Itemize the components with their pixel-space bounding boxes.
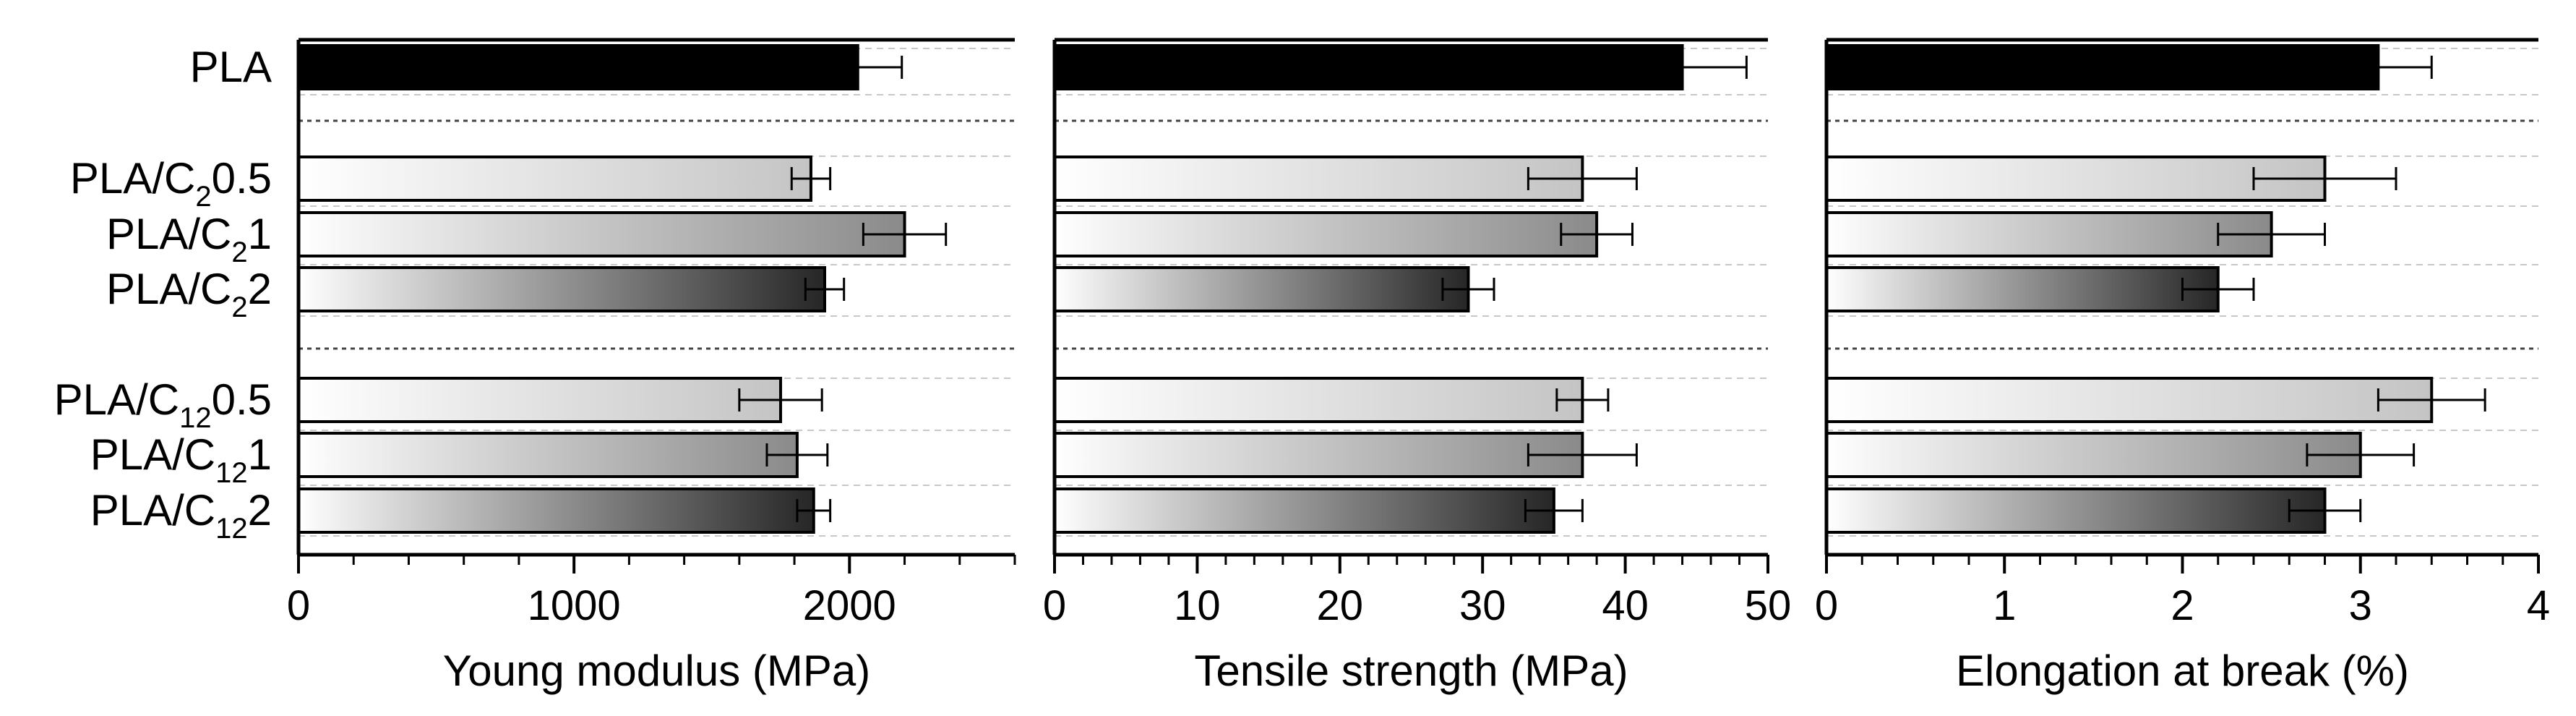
axis-title-elongation-at-break: Elongation at break (%)	[1956, 647, 2409, 695]
bar-elongation-at-break-c12-1	[1825, 432, 2362, 478]
bar-elongation-at-break-c2-2	[1825, 266, 2220, 312]
tick-label-young-modulus: 0	[287, 582, 310, 629]
bar-young-modulus-c2-05	[297, 155, 812, 202]
axes-layer	[296, 38, 2540, 574]
bar-young-modulus-c12-2	[297, 487, 815, 534]
bar-tensile-strength-c12-1	[1053, 432, 1584, 478]
bar-tensile-strength-c12-05	[1053, 377, 1584, 423]
bar-tensile-strength-c2-05	[1053, 155, 1584, 202]
group-separators	[299, 119, 2538, 350]
bar-tensile-strength-c12-2	[1053, 487, 1555, 534]
bar-young-modulus-c2-1	[297, 211, 906, 257]
category-label-c2-2: PLA/C22	[106, 265, 272, 323]
tick-label-tensile-strength: 10	[1174, 582, 1221, 629]
tick-label-tensile-strength: 50	[1745, 582, 1792, 629]
bar-tensile-strength-c2-2	[1053, 266, 1470, 312]
tick-label-elongation-at-break: 4	[2527, 582, 2550, 629]
bar-elongation-at-break-c2-1	[1825, 211, 2273, 257]
bars-layer	[297, 44, 2486, 534]
tick-label-young-modulus: 2000	[803, 582, 896, 629]
category-label-c12-05: PLA/C120.5	[54, 375, 272, 434]
bar-tensile-strength-c2-1	[1053, 211, 1599, 257]
category-label-c2-05: PLA/C20.5	[70, 154, 272, 213]
bar-tensile-strength-pla	[1053, 44, 1684, 90]
bar-young-modulus-c12-05	[297, 377, 783, 423]
bar-elongation-at-break-c12-2	[1825, 487, 2327, 534]
tick-label-tensile-strength: 40	[1602, 582, 1649, 629]
bar-young-modulus-c2-2	[297, 266, 827, 312]
category-label-c12-1: PLA/C121	[90, 430, 272, 489]
tick-label-elongation-at-break: 2	[2171, 582, 2194, 629]
tick-label-young-modulus: 1000	[528, 582, 621, 629]
axis-title-young-modulus: Young modulus (MPa)	[443, 647, 870, 695]
category-label-c2-1: PLA/C21	[106, 210, 272, 268]
tick-label-elongation-at-break: 1	[1993, 582, 2016, 629]
category-label-pla: PLA	[190, 43, 272, 91]
bar-elongation-at-break-pla	[1825, 44, 2380, 90]
bar-elongation-at-break-c2-05	[1825, 155, 2327, 202]
bar-young-modulus-c12-1	[297, 432, 799, 478]
tick-label-tensile-strength: 30	[1459, 582, 1506, 629]
tick-label-elongation-at-break: 3	[2349, 582, 2372, 629]
tick-label-elongation-at-break: 0	[1815, 582, 1838, 629]
bar-elongation-at-break-c12-05	[1825, 377, 2434, 423]
axis-title-tensile-strength: Tensile strength (MPa)	[1194, 647, 1628, 695]
bar-young-modulus-pla	[297, 44, 859, 90]
tick-label-tensile-strength: 0	[1043, 582, 1066, 629]
tick-label-tensile-strength: 20	[1317, 582, 1364, 629]
category-label-c12-2: PLA/C122	[90, 486, 272, 545]
